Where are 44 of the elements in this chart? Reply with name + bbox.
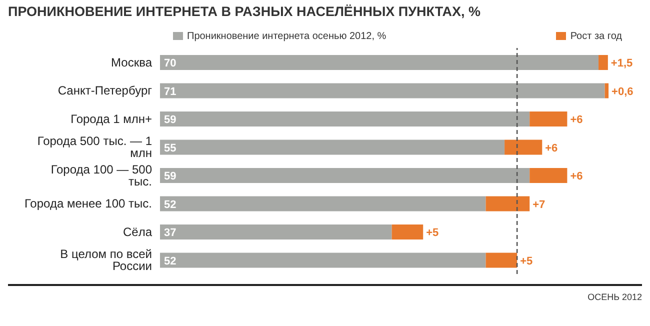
bar [530,168,568,183]
bar [160,252,486,268]
y-tick-label: Сёла [122,224,152,239]
data-label: 59 [164,170,176,182]
bar [598,55,608,70]
bar [160,55,599,70]
bar [486,252,518,268]
data-label: 71 [164,86,176,98]
bar [392,224,424,240]
data-label: +7 [532,198,546,211]
bar [604,83,609,98]
data-label: 55 [164,142,176,154]
bar [530,112,568,126]
bar [160,140,505,155]
data-label: 52 [164,255,176,268]
text: ОСЕНЬ 2012 [586,292,642,302]
data-label: 59 [164,114,176,126]
bar [160,196,486,212]
data-label: +6 [570,170,583,182]
legend-label: Проникновение интернета осенью 2012, % [187,30,386,42]
bar [160,168,530,183]
y-tick-label: В целом по всей России [60,247,152,274]
bar [504,140,542,155]
data-label: +0,6 [612,86,634,98]
data-label: 70 [164,58,176,70]
bar [486,196,530,212]
y-tick-label: Санкт-Петербург [58,84,153,98]
data-label: 52 [164,198,176,211]
data-label: +6 [570,114,583,126]
y-tick-label: Города 1 млн+ [70,112,152,126]
y-tick-label: Москва [111,55,152,70]
data-label: +6 [545,142,558,154]
y-tick-label: Города 100 — 500 тыс. [50,162,152,188]
bar [160,83,605,98]
bar [160,224,392,240]
y-tick-label: Города 500 тыс. — 1 млн [37,134,152,160]
data-label: +5 [426,227,439,239]
chart-title: ПРОНИКНОВЕНИЕ ИНТЕРНЕТА В РАЗНЫХ НАСЕЛЁННЫХ ПУНКТАХ, % [8,4,482,21]
bar [160,112,530,126]
legend-label: Рост за год [570,30,622,42]
data-label: +1,5 [610,58,633,70]
data-label: 37 [164,227,176,239]
data-label: +5 [520,255,533,268]
y-tick-label: Города менее 100 тыс. [24,196,152,211]
